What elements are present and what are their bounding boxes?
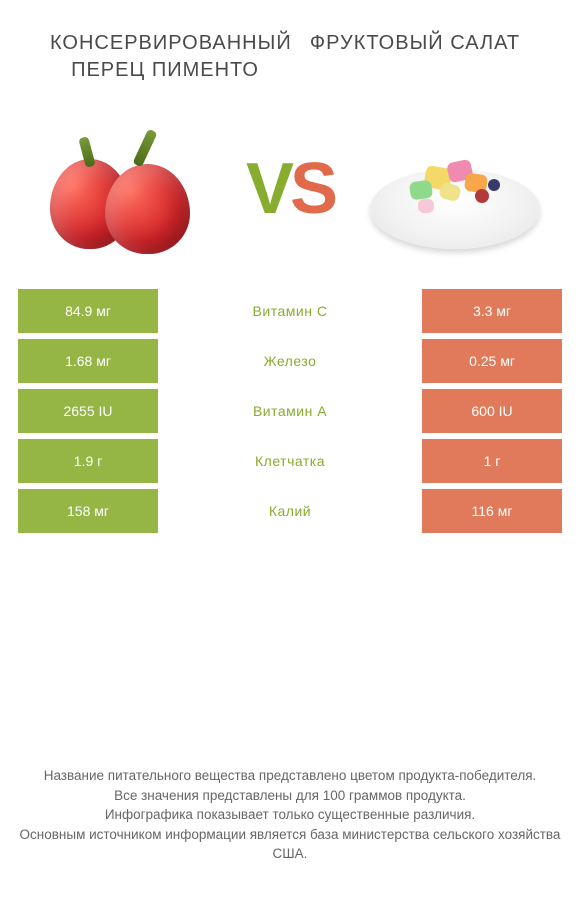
cell-left-value: 2655 IU [18,389,158,433]
cell-nutrient-label: Железо [158,339,422,383]
cell-left-value: 158 мг [18,489,158,533]
table-row: 2655 IU Витамин A 600 IU [18,389,562,433]
cell-right-value: 1 г [422,439,562,483]
cell-nutrient-label: Витамин A [158,389,422,433]
title-right: ФРУКТОВЫЙ САЛАТ [300,30,530,84]
vs-label: VS [246,148,334,230]
cell-left-value: 1.68 мг [18,339,158,383]
comparison-table: 84.9 мг Витамин C 3.3 мг 1.68 мг Железо … [0,289,580,533]
footnotes: Название питательного вещества представл… [0,766,580,864]
pepper-image [40,119,210,259]
cell-left-value: 1.9 г [18,439,158,483]
cell-right-value: 116 мг [422,489,562,533]
titles-row: КОНСЕРВИРОВАННЫЙ ПЕРЕЦ ПИМЕНТО ФРУКТОВЫЙ… [0,0,580,94]
footnote-line: Название питательного вещества представл… [18,766,562,786]
table-row: 1.9 г Клетчатка 1 г [18,439,562,483]
cell-left-value: 84.9 мг [18,289,158,333]
cell-nutrient-label: Калий [158,489,422,533]
table-row: 84.9 мг Витамин C 3.3 мг [18,289,562,333]
cell-right-value: 600 IU [422,389,562,433]
hero-row: VS [0,94,580,289]
vs-s: S [290,148,334,230]
footnote-line: Все значения представлены для 100 граммо… [18,786,562,806]
footnote-line: Инфографика показывает только существенн… [18,805,562,825]
cell-nutrient-label: Клетчатка [158,439,422,483]
vs-v: V [246,148,290,230]
table-row: 1.68 мг Железо 0.25 мг [18,339,562,383]
cell-right-value: 3.3 мг [422,289,562,333]
cell-right-value: 0.25 мг [422,339,562,383]
table-row: 158 мг Калий 116 мг [18,489,562,533]
title-left: КОНСЕРВИРОВАННЫЙ ПЕРЕЦ ПИМЕНТО [50,30,280,84]
cell-nutrient-label: Витамин C [158,289,422,333]
footnote-line: Основным источником информации является … [18,825,562,864]
salad-image [370,119,540,259]
